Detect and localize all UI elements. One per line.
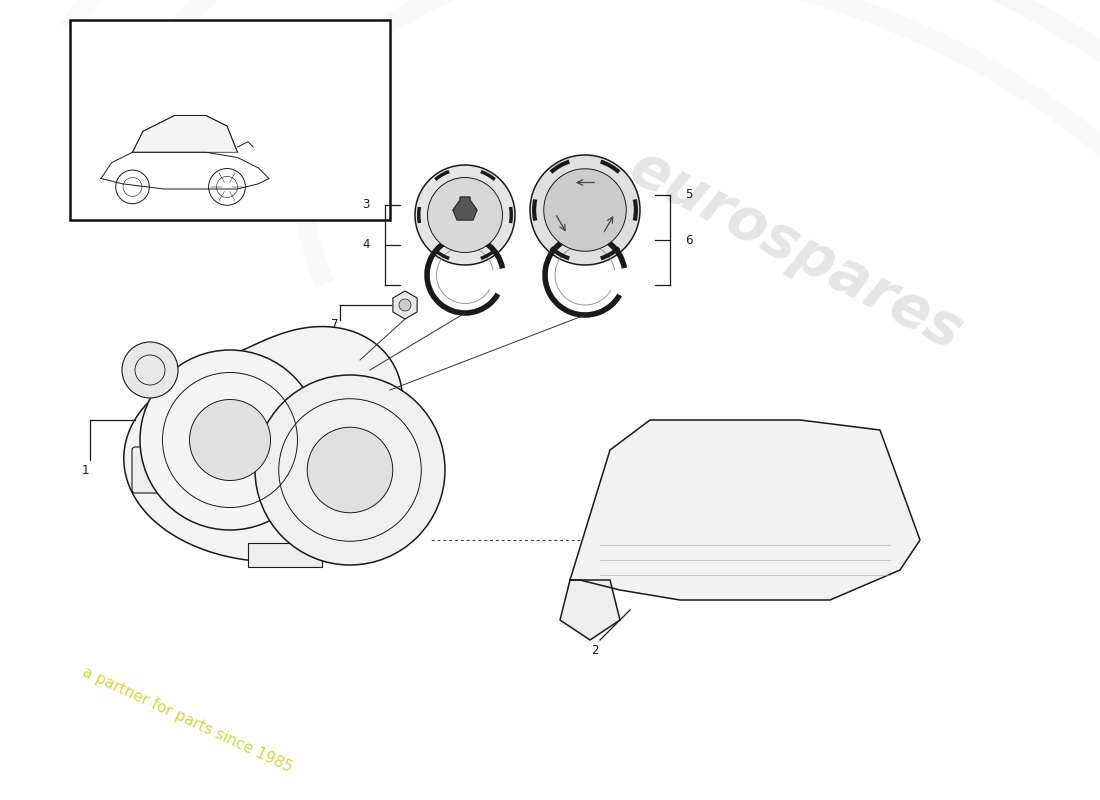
Polygon shape [453, 197, 477, 220]
Text: 6: 6 [685, 234, 693, 246]
FancyBboxPatch shape [132, 447, 168, 493]
Circle shape [530, 155, 640, 265]
Circle shape [140, 350, 320, 530]
Polygon shape [124, 326, 403, 562]
Text: eurospares: eurospares [620, 138, 972, 362]
Circle shape [428, 178, 503, 253]
Polygon shape [132, 115, 238, 152]
Text: 4: 4 [363, 238, 370, 251]
Polygon shape [570, 420, 920, 600]
Text: 5: 5 [685, 189, 692, 202]
FancyBboxPatch shape [248, 543, 322, 567]
Circle shape [255, 375, 446, 565]
Circle shape [307, 427, 393, 513]
Text: 7: 7 [331, 318, 339, 331]
Text: 3: 3 [363, 198, 370, 211]
Circle shape [189, 399, 271, 481]
Text: 2: 2 [592, 643, 598, 657]
FancyBboxPatch shape [70, 20, 390, 220]
Circle shape [122, 342, 178, 398]
Polygon shape [560, 580, 620, 640]
Text: a partner for parts since 1985: a partner for parts since 1985 [80, 665, 295, 775]
Circle shape [543, 169, 626, 251]
Text: 1: 1 [81, 463, 89, 477]
Circle shape [415, 165, 515, 265]
Circle shape [399, 299, 411, 311]
